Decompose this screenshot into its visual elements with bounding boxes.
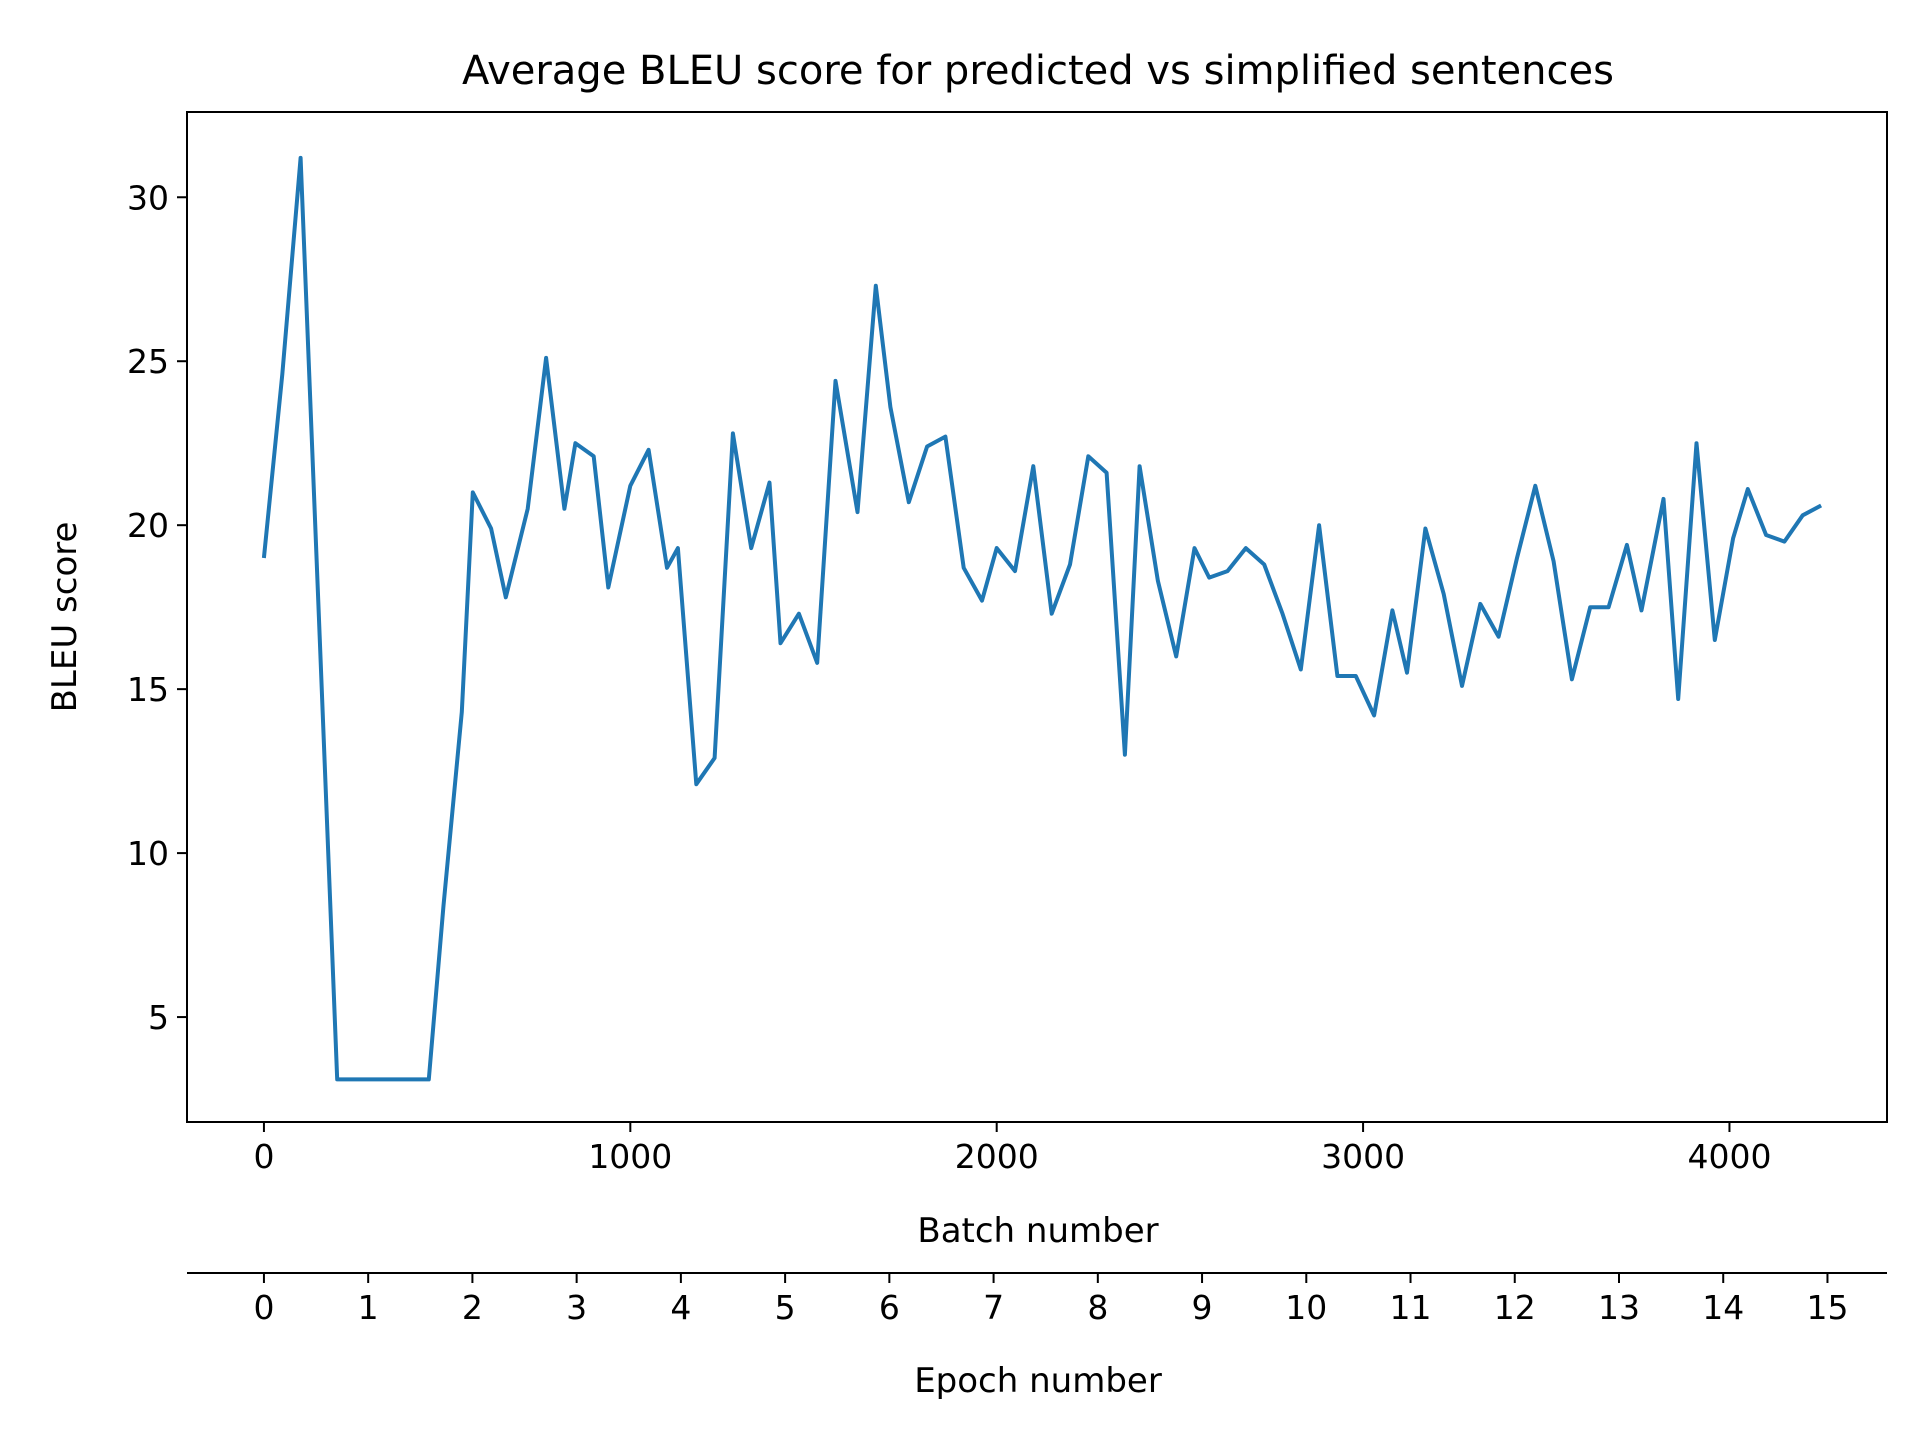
epoch-tick-label: 2 [462, 1288, 483, 1327]
y-tick-label: 15 [127, 670, 169, 709]
epoch-tick-label: 14 [1702, 1288, 1744, 1327]
x-axis-label: Batch number [917, 1211, 1158, 1251]
y-axis-label: BLEU score [45, 522, 85, 713]
epoch-tick-label: 8 [1087, 1288, 1108, 1327]
epoch-axis-label: Epoch number [914, 1361, 1162, 1401]
y-tick-label: 20 [127, 506, 169, 545]
epoch-tick-label: 9 [1192, 1288, 1213, 1327]
y-axis-ticks: 5 10 15 20 25 30 [127, 178, 187, 1037]
epoch-tick-label: 4 [670, 1288, 691, 1327]
plot-area-frame [186, 111, 1888, 1123]
x-tick-label: 1000 [588, 1137, 672, 1176]
x-axis-ticks: 0 1000 2000 3000 4000 [253, 1122, 1771, 1176]
y-tick-label: 30 [127, 178, 169, 217]
bleu-score-line [261, 155, 1823, 1082]
epoch-tick-label: 5 [775, 1288, 796, 1327]
x-tick-label: 2000 [955, 1137, 1039, 1176]
x-tick-label: 0 [253, 1137, 274, 1176]
epoch-tick-label: 10 [1285, 1288, 1327, 1327]
epoch-tick-label: 15 [1806, 1288, 1848, 1327]
epoch-tick-label: 12 [1494, 1288, 1536, 1327]
epoch-tick-label: 11 [1390, 1288, 1432, 1327]
y-tick-label: 10 [127, 834, 169, 873]
series-layer [261, 155, 1823, 1082]
epoch-tick-label: 1 [358, 1288, 379, 1327]
epoch-tick-label: 3 [566, 1288, 587, 1327]
y-tick-label: 5 [148, 998, 169, 1037]
y-tick-label: 25 [127, 342, 169, 381]
epoch-tick-label: 6 [879, 1288, 900, 1327]
x-tick-label: 4000 [1687, 1137, 1771, 1176]
epoch-axis-ticks: 0 1 2 3 4 5 6 7 8 9 10 11 12 13 14 15 [253, 1273, 1848, 1327]
chart-title: Average BLEU score for predicted vs simp… [462, 48, 1614, 94]
epoch-tick-label: 0 [253, 1288, 274, 1327]
epoch-tick-label: 7 [983, 1288, 1004, 1327]
epoch-tick-label: 13 [1598, 1288, 1640, 1327]
x-tick-label: 3000 [1321, 1137, 1405, 1176]
